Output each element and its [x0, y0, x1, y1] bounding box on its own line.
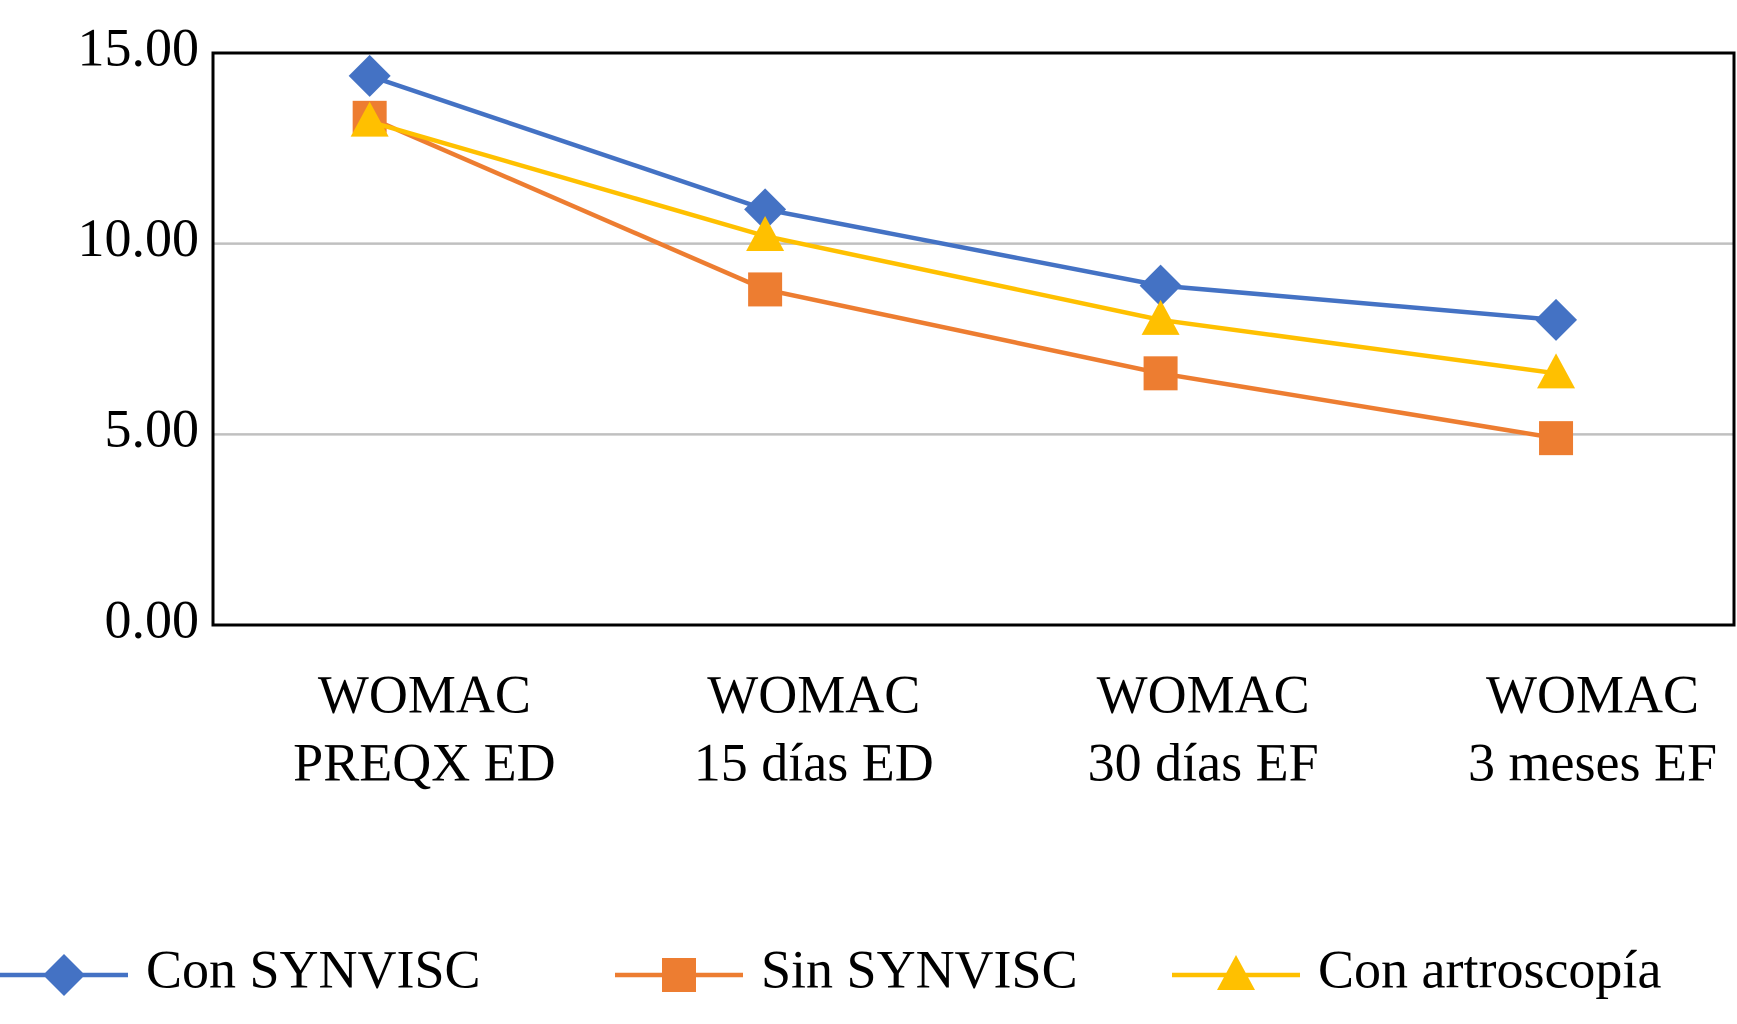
y-tick-label: 15.00	[78, 17, 200, 77]
data-point	[748, 272, 783, 307]
legend-label: Con SYNVISC	[146, 939, 481, 999]
data-point	[1143, 356, 1178, 391]
legend-label: Sin SYNVISC	[761, 939, 1078, 999]
data-point	[744, 188, 787, 231]
plot-frame	[211, 51, 1736, 627]
y-tick-label: 5.00	[105, 399, 200, 459]
series-line	[368, 73, 1557, 323]
data-point	[1537, 353, 1576, 389]
x-tick-label: WOMAC	[1486, 664, 1699, 724]
x-tick-label: 30 días EF	[1088, 732, 1319, 792]
data-point	[348, 54, 391, 97]
x-tick-label: 15 días ED	[694, 732, 934, 792]
data-point	[1139, 264, 1182, 307]
x-tick-label: WOMAC	[707, 664, 920, 724]
data-point	[746, 216, 785, 252]
data-point	[1141, 299, 1180, 335]
y-tick-label: 10.00	[78, 208, 200, 268]
x-tick-label: PREQX ED	[293, 732, 556, 792]
series-line	[368, 115, 1557, 441]
x-tick-label: 3 meses EF	[1468, 732, 1717, 792]
y-tick-label: 0.00	[105, 589, 200, 649]
x-tick-label: WOMAC	[1097, 664, 1310, 724]
series-line	[369, 119, 1557, 376]
legend-label: Con artroscopía	[1318, 939, 1661, 999]
x-tick-label: WOMAC	[318, 664, 531, 724]
legend-marker	[1217, 955, 1255, 990]
legend-marker	[662, 958, 696, 992]
legend-marker	[43, 954, 85, 996]
data-point	[1535, 298, 1578, 341]
data-point	[350, 101, 389, 137]
data-point	[1539, 421, 1574, 456]
